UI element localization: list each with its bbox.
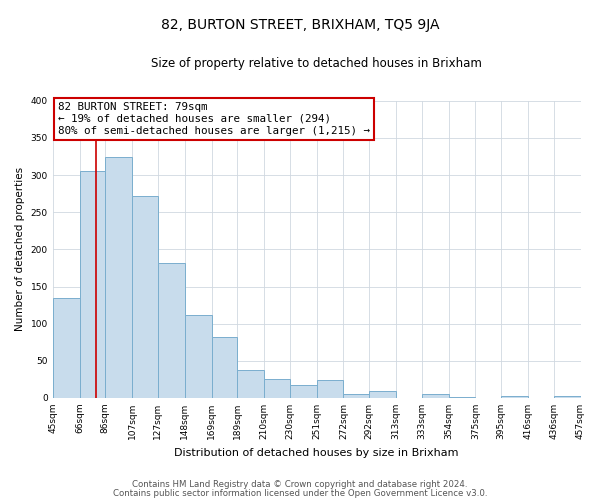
- Bar: [132, 196, 158, 398]
- Bar: [237, 370, 264, 398]
- Bar: [290, 386, 317, 398]
- Y-axis label: Number of detached properties: Number of detached properties: [15, 168, 25, 332]
- Bar: [343, 394, 369, 398]
- Text: 82 BURTON STREET: 79sqm
← 19% of detached houses are smaller (294)
80% of semi-d: 82 BURTON STREET: 79sqm ← 19% of detache…: [58, 102, 370, 136]
- Text: Contains HM Land Registry data © Crown copyright and database right 2024.: Contains HM Land Registry data © Crown c…: [132, 480, 468, 489]
- Bar: [53, 298, 80, 398]
- Bar: [264, 378, 290, 398]
- Bar: [105, 156, 132, 398]
- X-axis label: Distribution of detached houses by size in Brixham: Distribution of detached houses by size …: [175, 448, 459, 458]
- Bar: [369, 390, 396, 398]
- Title: Size of property relative to detached houses in Brixham: Size of property relative to detached ho…: [151, 58, 482, 70]
- Text: Contains public sector information licensed under the Open Government Licence v3: Contains public sector information licen…: [113, 489, 487, 498]
- Bar: [422, 394, 449, 398]
- Bar: [554, 396, 581, 398]
- Bar: [501, 396, 528, 398]
- Bar: [158, 263, 185, 398]
- Bar: [212, 337, 237, 398]
- Text: 82, BURTON STREET, BRIXHAM, TQ5 9JA: 82, BURTON STREET, BRIXHAM, TQ5 9JA: [161, 18, 439, 32]
- Bar: [80, 172, 105, 398]
- Bar: [449, 397, 475, 398]
- Bar: [317, 380, 343, 398]
- Bar: [185, 314, 212, 398]
